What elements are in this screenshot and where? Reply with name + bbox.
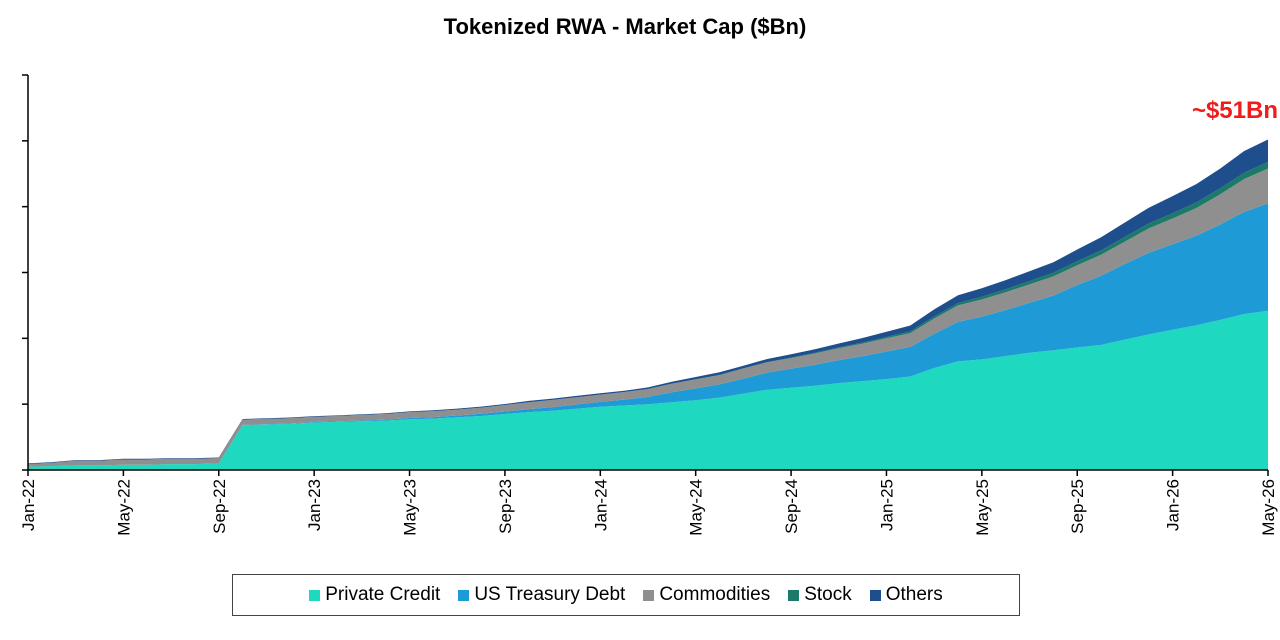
legend-item: US Treasury Debt xyxy=(458,584,625,606)
x-tick-label: May-25 xyxy=(973,479,992,536)
x-tick-label: Jan-22 xyxy=(19,479,38,531)
legend-label: US Treasury Debt xyxy=(474,584,626,605)
legend-label: Stock xyxy=(804,584,852,605)
legend-item: Commodities xyxy=(643,584,770,606)
x-tick-label: Sep-23 xyxy=(496,479,515,534)
x-tick-label: Sep-22 xyxy=(210,479,229,534)
area-series-private-credit xyxy=(28,310,1268,470)
chart-canvas: Jan-22 May-22 Sep-22 Jan-23 May-23 Sep-23 Jan-… xyxy=(19,74,1278,536)
area-series-group xyxy=(28,139,1268,470)
area-series-us-treasury-debt xyxy=(28,203,1268,467)
legend-item: Others xyxy=(869,584,943,606)
legend-swatch xyxy=(643,589,655,601)
legend-swatch xyxy=(309,589,321,601)
x-tick-label: Jan-24 xyxy=(591,479,610,531)
total-annotation: ~$51Bn xyxy=(1192,97,1278,124)
x-tick-label: May-26 xyxy=(1259,479,1278,536)
legend-item: Stock xyxy=(788,584,852,606)
legend-label: Others xyxy=(885,584,943,605)
legend-label: Private Credit xyxy=(325,584,441,605)
axes-group xyxy=(22,74,1268,471)
x-tick-label: May-24 xyxy=(687,479,706,536)
x-tick-label: May-22 xyxy=(114,479,133,536)
legend-swatch xyxy=(458,589,470,601)
legend-swatch xyxy=(869,589,881,601)
legend-swatch xyxy=(788,589,800,601)
legend: Private Credit US Treasury Debt Commoditie… xyxy=(232,574,1020,616)
x-tick-group: Jan-22 May-22 Sep-22 Jan-23 May-23 Sep-23 Jan-… xyxy=(19,470,1278,536)
x-tick-label: Jan-23 xyxy=(305,479,324,531)
x-tick-label: Jan-25 xyxy=(877,479,896,531)
legend-label: Commodities xyxy=(659,584,771,605)
chart-title: Tokenized RWA - Market Cap ($Bn) xyxy=(443,14,807,39)
x-tick-label: Sep-25 xyxy=(1068,479,1087,534)
x-tick-label: May-23 xyxy=(401,479,420,536)
legend-item: Private Credit xyxy=(309,584,440,606)
x-tick-label: Sep-24 xyxy=(782,479,801,534)
x-tick-label: Jan-26 xyxy=(1164,479,1183,531)
